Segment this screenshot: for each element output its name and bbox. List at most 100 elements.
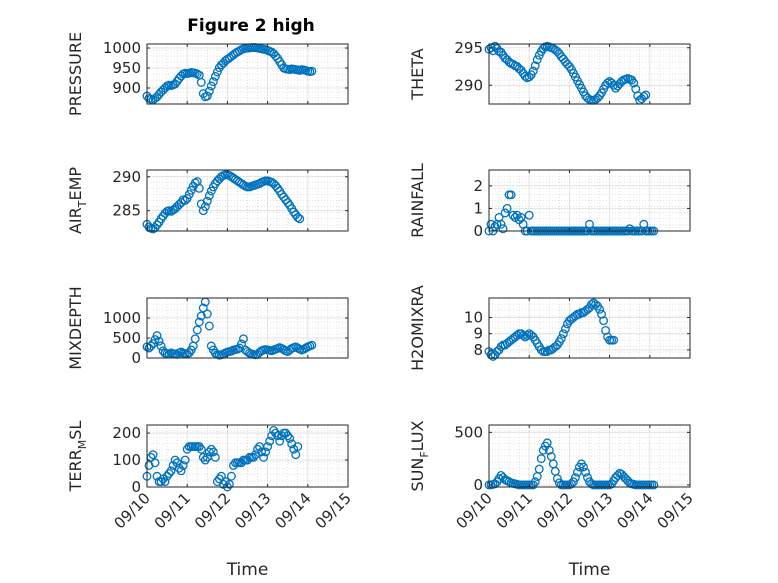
data-point <box>202 196 212 206</box>
data-point <box>198 452 208 462</box>
data-point <box>613 470 623 480</box>
data-point <box>206 81 216 91</box>
subplot-mixdepth: 0 500 1000 MIXDEPTH <box>66 286 349 370</box>
y-axis-label-tail: EMP <box>66 167 85 201</box>
y-axis-label-tail: LUX <box>408 420 427 451</box>
data-point <box>291 450 301 460</box>
data-point <box>200 455 210 465</box>
axes-box <box>488 297 691 359</box>
data-point <box>595 304 604 314</box>
data-point <box>204 447 214 457</box>
axes-box <box>146 297 349 359</box>
data-point <box>524 210 534 220</box>
ytick-label: 0 <box>473 222 483 240</box>
data-point <box>190 334 200 344</box>
ytick-label: 290 <box>112 168 141 186</box>
ytick-label: 290 <box>454 76 483 94</box>
data-point <box>202 309 212 319</box>
data-point <box>587 300 596 309</box>
data-point <box>192 325 202 335</box>
data-point <box>206 444 216 454</box>
data-point <box>522 330 532 340</box>
data-point <box>508 210 518 220</box>
y-axis-label: AIRTEMP <box>66 167 89 234</box>
data-point <box>154 336 164 346</box>
data-point <box>196 444 206 454</box>
data-point <box>259 452 269 462</box>
data-point <box>520 71 530 81</box>
y-axis-label-tail: SL <box>66 421 85 440</box>
ytick-label: 100 <box>112 451 141 469</box>
data-point <box>641 90 651 100</box>
data-point <box>524 72 534 82</box>
data-point <box>170 455 180 465</box>
data-point <box>568 477 578 487</box>
y-axis-label-subscript: M <box>76 440 89 450</box>
ytick-label: 1000 <box>103 39 141 57</box>
ytick-label: 1 <box>473 199 483 217</box>
data-point <box>200 202 210 212</box>
data-point <box>283 431 293 441</box>
data-point <box>198 303 208 313</box>
data-point <box>210 452 220 462</box>
data-point <box>226 471 236 481</box>
data-point <box>160 477 170 487</box>
axes-box <box>488 169 691 232</box>
subplot-theta: 290 295 THETA <box>408 39 691 105</box>
y-axis-label-subscript: F <box>418 451 431 457</box>
xtick-label: 09/14 <box>271 489 314 532</box>
data-point <box>208 77 218 87</box>
data-point <box>180 455 190 465</box>
data-point <box>285 434 295 443</box>
data-point <box>164 469 174 478</box>
data-point <box>237 339 246 349</box>
data-point <box>556 334 566 343</box>
data-point <box>265 436 275 446</box>
data-point <box>506 190 516 200</box>
ytick-label: 900 <box>112 79 141 97</box>
y-axis-label-main: SUN <box>408 458 427 492</box>
xtick-label: 09/13 <box>231 489 274 532</box>
data-point <box>226 346 236 356</box>
data-point <box>552 474 562 484</box>
data-point <box>204 86 214 96</box>
data-point <box>293 212 303 222</box>
subplot-terr_msl: 010020009/1009/1109/1209/1309/1409/15Tim… <box>66 421 355 580</box>
axes-box <box>146 424 349 488</box>
data-point <box>629 78 639 88</box>
ytick-label: 950 <box>112 59 141 77</box>
xtick-label: 09/15 <box>654 489 697 532</box>
data-point <box>180 196 190 205</box>
data-point <box>156 477 166 487</box>
axes-box <box>146 43 349 105</box>
ytick-label: 0 <box>131 478 141 496</box>
data-point <box>148 450 158 460</box>
data-point <box>639 92 649 101</box>
y-axis-label-subscript: T <box>76 200 89 208</box>
data-point <box>263 442 273 452</box>
data-point <box>194 442 204 452</box>
y-axis-label: PRESSURE <box>66 32 85 116</box>
ytick-label: 0 <box>473 476 483 494</box>
ytick-label: 10 <box>464 308 483 326</box>
ytick-label: 500 <box>454 423 483 441</box>
y-axis-label: SUNFLUX <box>408 420 431 491</box>
data-point <box>490 222 500 231</box>
data-point <box>150 458 160 468</box>
y-axis-label: H2OMIXRA <box>408 285 427 371</box>
data-point <box>512 330 522 340</box>
data-point <box>538 445 548 455</box>
axes-box <box>488 43 691 105</box>
subplot-pressure: 900 950 1000 PRESSURE <box>66 32 349 116</box>
data-point <box>579 462 588 472</box>
ytick-label: 2 <box>473 177 483 195</box>
data-point <box>558 329 568 339</box>
data-point <box>500 208 510 218</box>
data-point <box>202 91 212 101</box>
data-point <box>204 321 214 331</box>
ytick-label: 0 <box>131 349 141 367</box>
data-point <box>570 473 580 482</box>
data-point <box>257 447 267 457</box>
data-point <box>212 67 222 77</box>
